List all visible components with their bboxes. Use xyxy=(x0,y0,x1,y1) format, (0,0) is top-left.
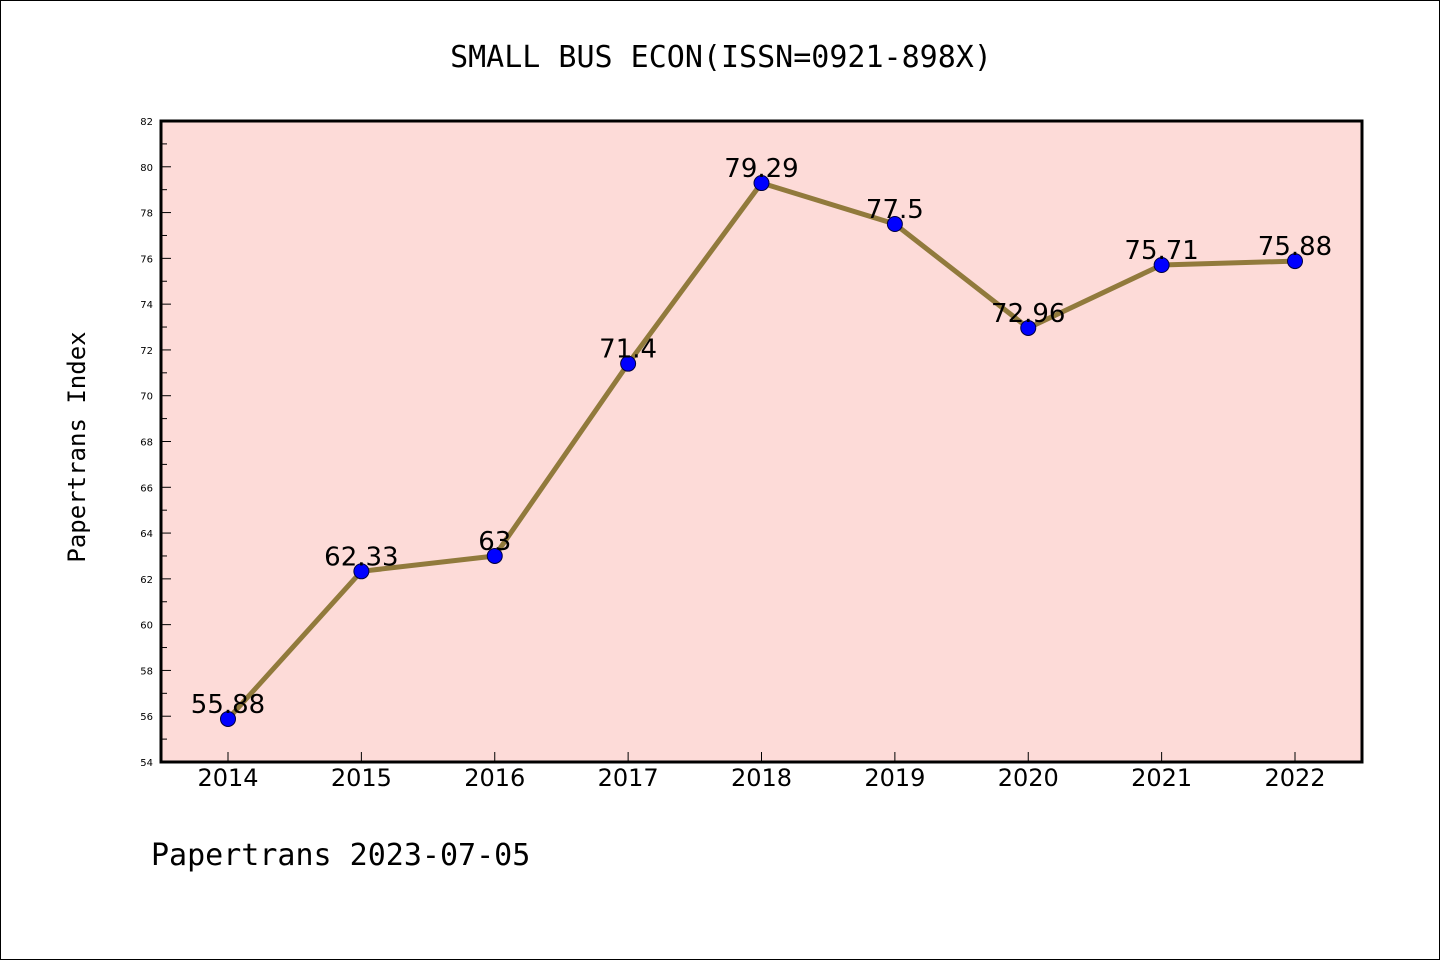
x-tick-label: 2017 xyxy=(598,764,659,792)
x-tick-label: 2016 xyxy=(464,764,525,792)
data-label-layer: 55.88 62.33 63 71.4 79.29 77.5 72.96 75.71 75.88 xyxy=(191,154,1332,720)
y-tick-label: 78 xyxy=(140,209,153,220)
data-point-marker xyxy=(1287,253,1303,270)
y-tick-label: 64 xyxy=(140,529,153,540)
y-axis-label: Papertrans Index xyxy=(63,331,91,562)
data-label: 79.29 xyxy=(724,154,798,184)
plot-background xyxy=(161,121,1362,762)
y-tick-label: 72 xyxy=(140,346,153,357)
data-label: 75.88 xyxy=(1258,232,1332,262)
data-label: 72.96 xyxy=(991,299,1065,329)
data-label: 55.88 xyxy=(191,690,265,720)
y-tick-label: 76 xyxy=(140,254,153,265)
data-label: 71.4 xyxy=(599,335,657,365)
data-point-marker xyxy=(886,216,903,233)
chart-title: SMALL BUS ECON(ISSN=0921-898X) xyxy=(450,40,992,75)
y-tick-label: 70 xyxy=(140,392,153,403)
data-point-marker xyxy=(353,563,370,580)
plot-frame xyxy=(159,119,1364,764)
data-point-marker xyxy=(1153,256,1170,273)
data-label: 62.33 xyxy=(324,542,398,572)
x-tick-label: 2015 xyxy=(331,764,392,792)
data-label: 75.71 xyxy=(1124,236,1198,266)
data-point-marker xyxy=(753,175,770,192)
x-tick-label: 2019 xyxy=(864,764,925,792)
x-tick-label: 2018 xyxy=(731,764,792,792)
y-tick-label: 82 xyxy=(140,117,153,128)
footer-text: Papertrans 2023-07-05 xyxy=(151,838,530,873)
x-tick-label: 2020 xyxy=(998,764,1059,792)
data-point-marker xyxy=(220,710,236,727)
x-tick-label: 2014 xyxy=(197,764,258,792)
y-tick-label: 56 xyxy=(140,712,153,723)
y-tick-label: 58 xyxy=(140,666,153,677)
y-tick-label: 74 xyxy=(140,300,153,311)
y-tick-label: 60 xyxy=(140,621,153,632)
y-tick-label: 66 xyxy=(140,483,153,494)
y-tick-label: 62 xyxy=(140,575,153,586)
data-point-marker xyxy=(1020,319,1037,336)
y-tick-label: 80 xyxy=(140,163,153,174)
data-point-marker xyxy=(486,547,503,564)
y-tick-label: 68 xyxy=(140,438,153,449)
x-tick-label: 2022 xyxy=(1264,764,1325,792)
data-point-marker xyxy=(620,355,637,372)
data-label: 63 xyxy=(478,527,511,557)
series-layer xyxy=(220,175,1303,727)
data-label: 77.5 xyxy=(866,195,924,225)
y-tick-label: 54 xyxy=(140,758,153,769)
tick-layer: 54 56 58 60 62 64 66 68 70 72 74 76 78 80 82 2014 2015 20… xyxy=(140,117,1325,792)
x-tick-label: 2021 xyxy=(1131,764,1192,792)
